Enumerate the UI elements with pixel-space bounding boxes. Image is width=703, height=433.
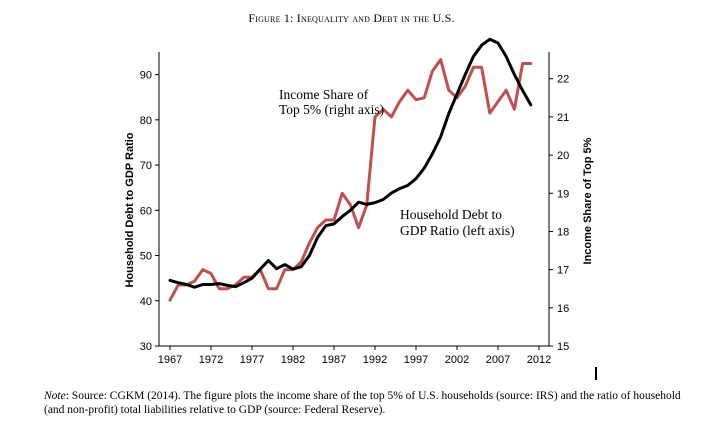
- x-ticks: 1967 1972 1977 1982 1987 1992 1997 2002 2007 2012: [158, 346, 551, 366]
- left-y-ticks: 30 40 50 60 70 80 90: [140, 70, 159, 353]
- right-y-tick-label: 17: [557, 265, 569, 277]
- annotation-income-share-line2: Top 5% (right axis): [279, 102, 384, 117]
- left-y-tick-label: 70: [140, 160, 152, 172]
- left-y-axis-title: Household Debt to GDP Ratio: [124, 132, 136, 287]
- figure-title: Figure 1: Inequality and Debt in the U.S…: [0, 11, 703, 26]
- left-y-tick-label: 60: [140, 205, 152, 217]
- x-tick-label: 1977: [240, 354, 264, 366]
- right-y-ticks: 15 16 17 18 19 20 21 22: [549, 74, 569, 353]
- series-layer: [168, 37, 533, 302]
- annotation-household-debt-line1: Household Debt to: [400, 207, 502, 222]
- left-y-tick-label: 30: [140, 341, 152, 353]
- income-share-series-line: [168, 58, 533, 302]
- right-y-tick-label: 22: [557, 74, 569, 86]
- left-y-tick-label: 40: [140, 296, 152, 308]
- figure-note: Note: Source: CGKM (2014). The figure pl…: [44, 389, 684, 417]
- figure-title-prefix: Figure 1:: [248, 11, 294, 25]
- right-y-tick-label: 18: [557, 226, 569, 238]
- annotation-household-debt-line2: GDP Ratio (left axis): [400, 223, 515, 238]
- right-y-tick-label: 15: [557, 341, 569, 353]
- text-cursor: [595, 367, 597, 380]
- right-y-tick-label: 20: [557, 150, 569, 162]
- chart-axes: [158, 52, 550, 347]
- x-tick-label: 1992: [363, 354, 387, 366]
- left-y-tick-label: 80: [140, 115, 152, 127]
- x-tick-label: 1967: [158, 354, 182, 366]
- x-tick-label: 1972: [199, 354, 223, 366]
- x-tick-label: 2002: [445, 354, 469, 366]
- right-y-axis-title: Income Share of Top 5%: [582, 137, 594, 264]
- figure-title-text: Inequality and Debt in the U.S.: [296, 11, 455, 25]
- left-y-tick-label: 50: [140, 251, 152, 263]
- household-debt-series-line: [168, 37, 533, 289]
- right-y-tick-label: 19: [557, 188, 569, 200]
- x-tick-label: 1997: [404, 354, 428, 366]
- x-tick-label: 2007: [486, 354, 510, 366]
- x-tick-label: 1987: [322, 354, 346, 366]
- x-tick-label: 2012: [527, 354, 551, 366]
- left-y-tick-label: 90: [140, 70, 152, 82]
- annotation-income-share-line1: Income Share of: [279, 87, 369, 102]
- right-y-tick-label: 16: [557, 303, 569, 315]
- x-tick-label: 1982: [281, 354, 305, 366]
- note-label: Note: [44, 390, 66, 402]
- note-text: : Source: CGKM (2014). The figure plots …: [44, 390, 681, 416]
- right-y-tick-label: 21: [557, 112, 569, 124]
